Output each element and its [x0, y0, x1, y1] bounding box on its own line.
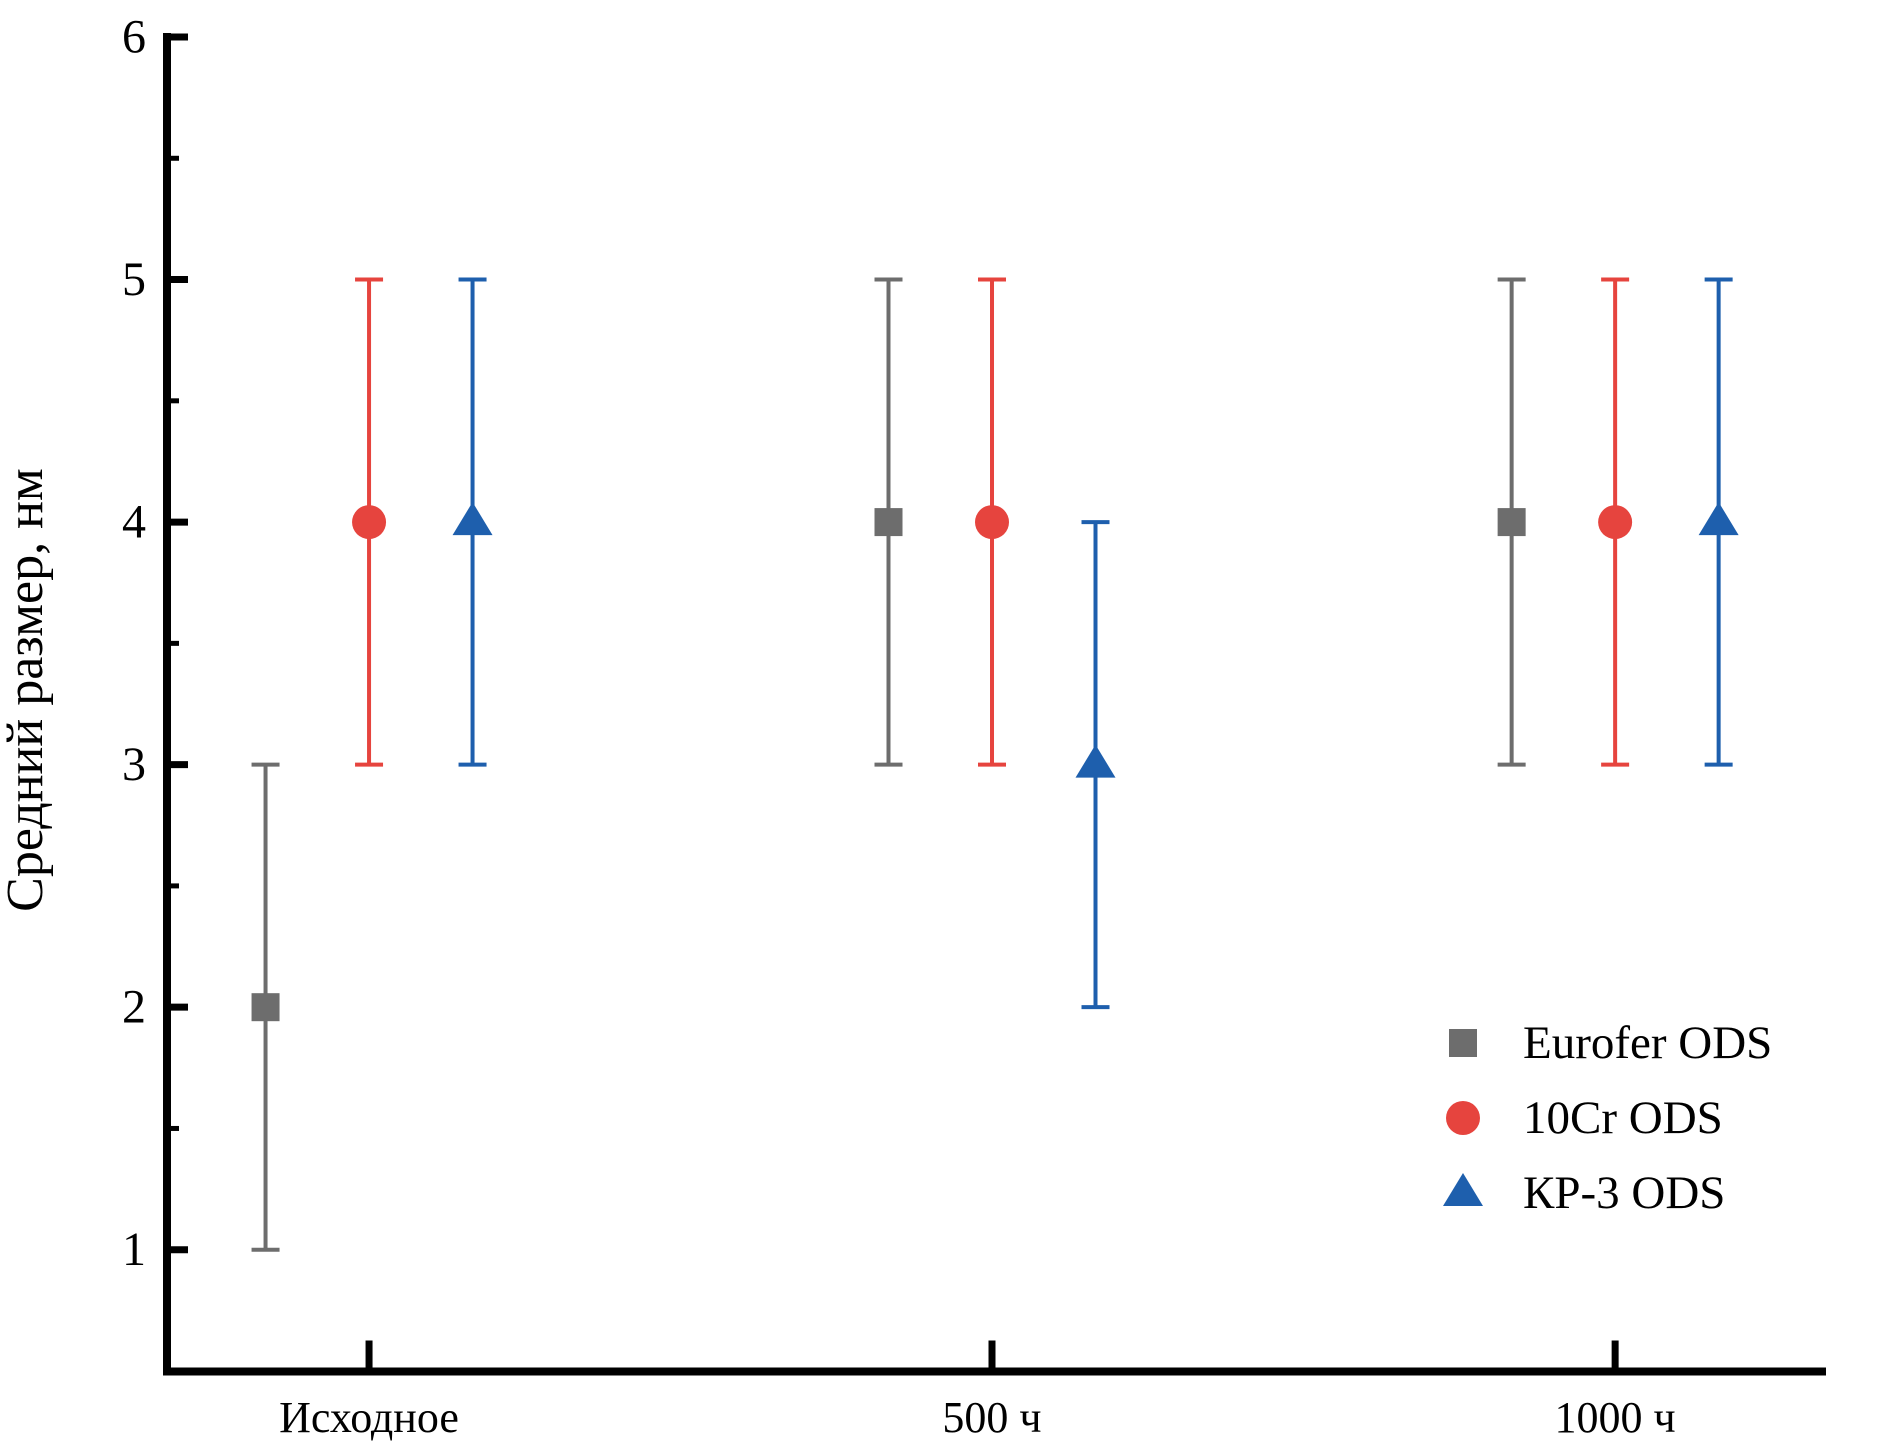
legend-label: 10Cr ODS: [1523, 1092, 1723, 1144]
data-point-marker-circle: [352, 505, 387, 540]
y-axis-tick-label: 5: [122, 253, 146, 306]
data-point-marker-triangle: [1698, 502, 1739, 536]
data-point-marker-circle: [975, 505, 1010, 540]
legend-marker-square: [1449, 1029, 1477, 1057]
y-axis-tick-label: 4: [122, 496, 146, 549]
y-axis-tick-label: 2: [122, 981, 146, 1034]
data-point-marker-square: [251, 993, 280, 1022]
data-point-marker-triangle: [1075, 744, 1116, 778]
legend-label: КР-3 ODS: [1523, 1167, 1725, 1219]
legend-label: Eurofer ODS: [1523, 1017, 1772, 1069]
y-axis-label: Средний размер, нм: [0, 468, 54, 912]
x-axis-tick-label: 1000 ч: [1555, 1393, 1676, 1442]
data-point-marker-circle: [1598, 505, 1633, 540]
y-axis-tick-label: 6: [122, 11, 146, 64]
data-point-marker-triangle: [452, 502, 493, 536]
data-point-marker-square: [874, 508, 903, 537]
y-axis-tick-label: 1: [122, 1223, 146, 1276]
x-axis-tick-label: 500 ч: [942, 1393, 1041, 1442]
x-axis-tick-label: Исходное: [279, 1393, 459, 1442]
y-axis-tick-label: 3: [122, 738, 146, 791]
legend-marker-triangle: [1443, 1173, 1483, 1206]
data-point-marker-square: [1497, 508, 1526, 537]
legend-marker-circle: [1446, 1101, 1480, 1135]
